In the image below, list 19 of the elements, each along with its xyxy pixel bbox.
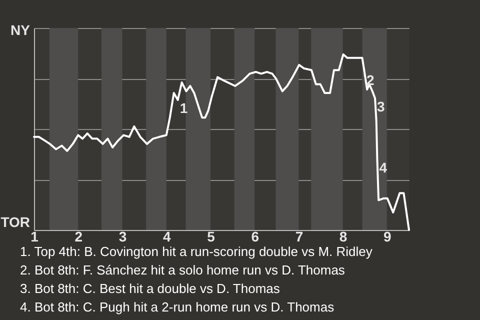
- x-tick-label: 2: [74, 228, 83, 244]
- x-tick-label: 3: [118, 228, 127, 244]
- annotation: 3: [377, 98, 386, 114]
- x-tick-label: 9: [384, 228, 392, 244]
- text: 3. Bot 8th: C. Best hit a double vs D. Thomas: [20, 281, 280, 296]
- x-tick-label: 6: [251, 228, 260, 244]
- x-tick-label: 5: [207, 228, 216, 244]
- annotation: 2: [366, 72, 374, 88]
- text: TOR: [0, 214, 30, 230]
- text: NY: [10, 22, 31, 38]
- text: 1. Top 4th: B. Covington hit a run-scoring double vs M. Ridley: [20, 244, 373, 259]
- text: 2. Bot 8th: F. Sánchez hit a solo home run vs D. Thomas: [20, 262, 346, 278]
- x-tick-label: 7: [295, 228, 304, 244]
- x-tick-label: 4: [162, 228, 171, 244]
- x-tick-label: 1: [30, 228, 39, 244]
- annotation: 1: [180, 100, 188, 116]
- x-tick-label: 8: [339, 228, 348, 244]
- text: 4. Bot 8th: C. Pugh hit a 2-run home run vs D. Thomas: [20, 300, 335, 314]
- annotation: 4: [379, 160, 388, 176]
